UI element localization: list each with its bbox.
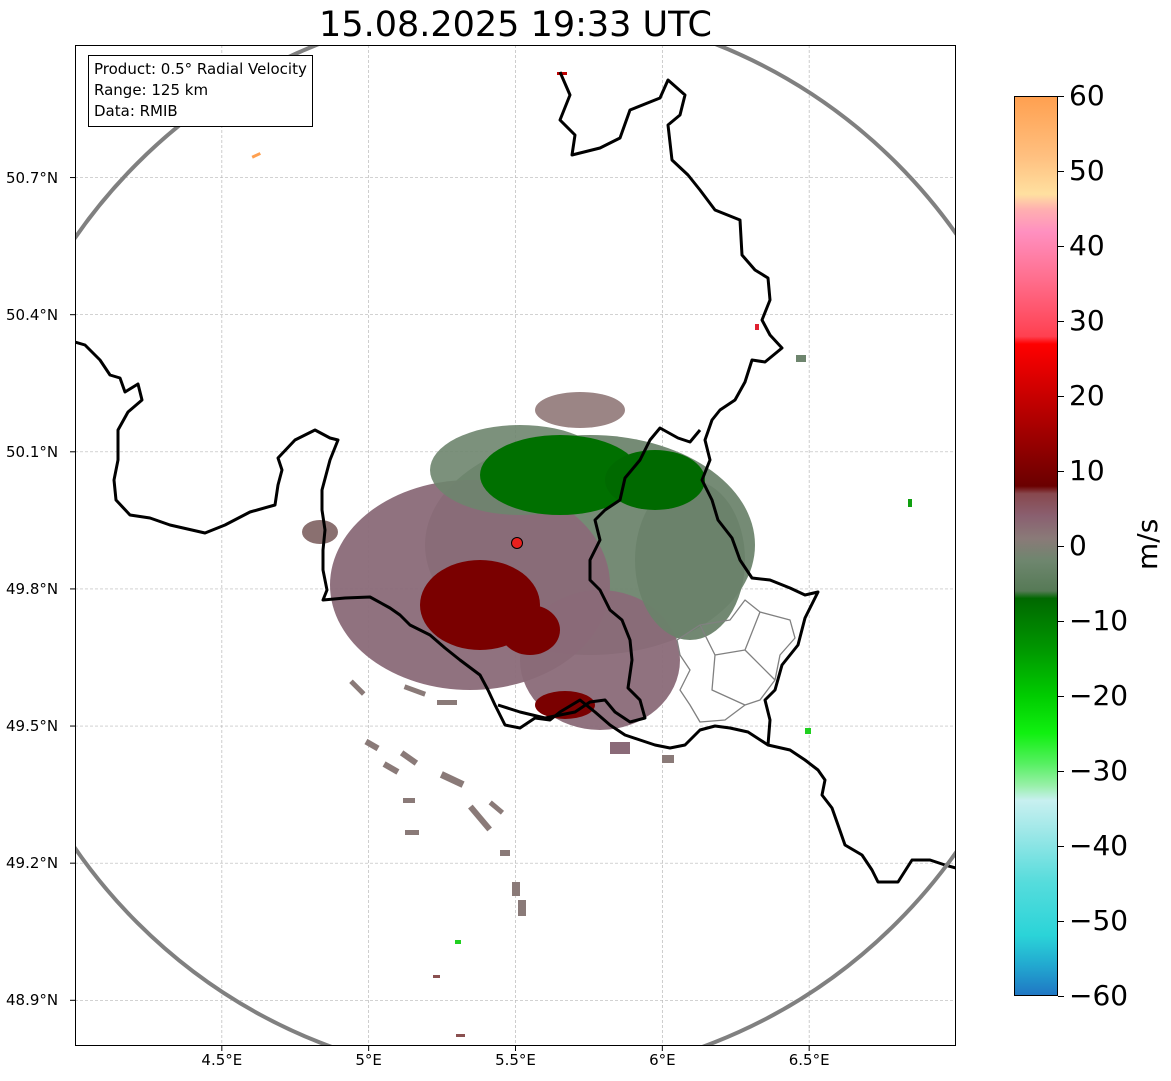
- echo-streak: [805, 728, 811, 734]
- echo-streak: [500, 850, 510, 856]
- velocity-echoes: [251, 72, 912, 1037]
- lon-tick-label: 4.5°E: [201, 1051, 243, 1069]
- colorbar-tick-label: 30: [1069, 304, 1105, 337]
- lat-tick-label: 49.5°N: [6, 717, 59, 736]
- echo-streak: [908, 499, 912, 507]
- info-box: Product: 0.5° Radial Velocity Range: 125…: [88, 55, 313, 127]
- colorbar-tick: [1058, 771, 1064, 772]
- lat-tick-label: 50.4°N: [6, 305, 59, 324]
- echo-streak: [382, 761, 400, 775]
- lat-tick-label: 49.8°N: [6, 579, 59, 598]
- lon-tick-label: 6°E: [649, 1051, 676, 1069]
- info-range: Range: 125 km: [94, 81, 209, 99]
- border-france-belgium-west: [75, 340, 956, 884]
- echo-streak: [610, 742, 630, 754]
- info-product: Product: 0.5° Radial Velocity: [94, 60, 307, 78]
- echo-streak: [403, 798, 415, 803]
- colorbar-tick: [1058, 471, 1064, 472]
- echo-strong-outbound-core: [500, 605, 560, 655]
- info-source: Data: RMIB: [94, 102, 178, 120]
- echo-streak: [403, 684, 427, 697]
- colorbar-tick: [1058, 171, 1064, 172]
- colorbar-tick: [1058, 846, 1064, 847]
- lat-tick-marks: [70, 177, 75, 1001]
- echo-streak: [468, 804, 492, 832]
- colorbar-tick: [1058, 996, 1064, 997]
- colorbar-tick: [1058, 921, 1064, 922]
- echo-streak: [349, 679, 366, 696]
- chart-title: 15.08.2025 19:33 UTC: [319, 5, 712, 45]
- plot-frame: [75, 45, 956, 1046]
- echo-streak: [437, 700, 457, 705]
- colorbar-tick: [1058, 696, 1064, 697]
- colorbar-tick-label: 0: [1069, 529, 1087, 562]
- colorbar-tick-label: 40: [1069, 229, 1105, 262]
- colorbar-tick: [1058, 546, 1064, 547]
- echo-streak: [251, 152, 261, 159]
- lon-tick-label: 5.5°E: [495, 1051, 536, 1069]
- colorbar-tick-label: 60: [1069, 79, 1105, 112]
- echo-streak: [455, 940, 461, 944]
- lat-tick-label: 50.7°N: [6, 168, 59, 187]
- colorbar-tick-label: −10: [1069, 604, 1129, 637]
- echo-streak: [433, 975, 440, 978]
- lat-tick-label: 48.9°N: [6, 991, 59, 1010]
- border-belgium-germany: [558, 71, 820, 746]
- colorbar-tick-label: 10: [1069, 454, 1105, 487]
- lon-tick-marks: [221, 1046, 810, 1051]
- echo-streak: [364, 738, 380, 752]
- echo-strong-outbound-south: [535, 691, 595, 719]
- lon-tick-label: 5°E: [355, 1051, 382, 1069]
- colorbar-tick: [1058, 396, 1064, 397]
- echo-streak: [662, 755, 674, 763]
- echo-streak: [796, 355, 806, 362]
- echo-streak: [518, 900, 526, 916]
- echo-strong-inbound-region: [480, 435, 640, 515]
- colorbar-tick-label: −40: [1069, 829, 1129, 862]
- echo-streak: [439, 771, 465, 788]
- colorbar-tick-label: −60: [1069, 979, 1129, 1012]
- colorbar-tick: [1058, 246, 1064, 247]
- echo-streak: [456, 1034, 465, 1037]
- colorbar-tick: [1058, 621, 1064, 622]
- colorbar: [1014, 96, 1058, 996]
- echo-streak: [399, 750, 419, 766]
- lat-tick-label: 49.2°N: [6, 854, 59, 873]
- colorbar-tick-label: −30: [1069, 754, 1129, 787]
- echo-streak: [755, 324, 759, 330]
- colorbar-tick: [1058, 96, 1064, 97]
- colorbar-tick-label: −20: [1069, 679, 1129, 712]
- echo-streak: [512, 882, 520, 896]
- echo-weak-west: [302, 520, 338, 544]
- echo-streak: [488, 800, 505, 815]
- colorbar-tick-label: −50: [1069, 904, 1129, 937]
- radar-site-marker: [511, 537, 523, 549]
- colorbar-tick-label: 50: [1069, 154, 1105, 187]
- lon-tick-label: 6.5°E: [788, 1051, 830, 1069]
- colorbar-tick-label: 20: [1069, 379, 1105, 412]
- district-border: [676, 599, 796, 723]
- echo-strong-inbound-east: [605, 450, 705, 510]
- country-borders: [75, 71, 956, 884]
- colorbar-tick: [1058, 321, 1064, 322]
- lat-tick-label: 50.1°N: [6, 442, 59, 461]
- echo-streak: [405, 830, 419, 835]
- colorbar-label: m/s: [1131, 518, 1164, 570]
- echo-noise-north: [535, 392, 625, 428]
- border-luxembourg-west: [497, 426, 702, 724]
